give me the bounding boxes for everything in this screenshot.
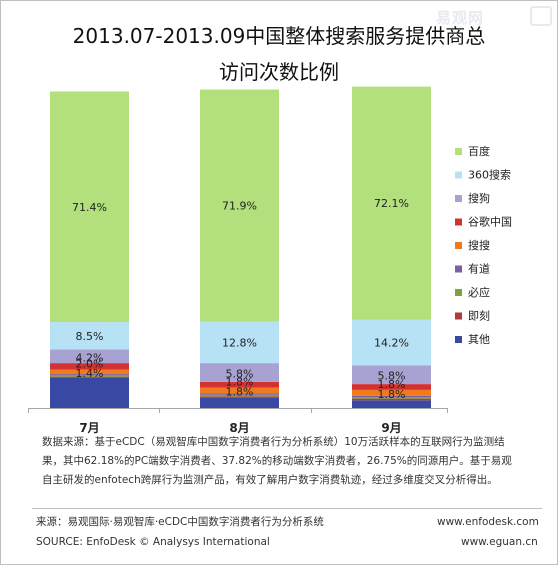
url-eguan: www.eguan.cn — [461, 536, 538, 548]
data-label-搜狗-9月: 5.8% — [378, 370, 406, 383]
bar-搜狗-7月 — [50, 349, 129, 364]
bar-即刻-7月 — [50, 376, 129, 378]
chart-title-line-2: 访问次数比例 — [219, 60, 339, 84]
legend-label-搜搜: 搜搜 — [468, 238, 490, 252]
data-label-搜搜-7月: 1.4% — [76, 367, 104, 380]
bar-百度-8月 — [200, 89, 279, 322]
legend-swatch-其他 — [455, 336, 462, 343]
data-label-百度-9月: 72.1% — [374, 197, 409, 210]
bar-360搜索-8月 — [200, 321, 279, 364]
x-tick-label-7月: 7月 — [79, 421, 99, 435]
data-label-百度-8月: 71.9% — [222, 200, 257, 213]
chart-title-line-1: 2013.07-2013.09中国整体搜索服务提供商总 — [72, 24, 486, 48]
legend-label-百度: 百度 — [468, 144, 490, 158]
legend-swatch-360搜索 — [455, 171, 462, 179]
legend-swatch-即刻 — [455, 312, 462, 320]
data-source-note: 数据来源：基于eCDC（易观智库中国数字消费者行为分析系统）10万活跃样本的互联… — [42, 433, 522, 490]
bar-即刻-9月 — [352, 398, 431, 401]
note-line-2: 果，其中62.18%的PC端数字消费者、37.82%的移动端数字消费者，26.7… — [42, 455, 512, 467]
bar-其他-7月 — [50, 377, 129, 408]
logo-icon — [530, 6, 552, 26]
bar-搜搜-8月 — [200, 387, 279, 394]
footer-divider — [32, 508, 542, 509]
watermark-logo: 易观网 — [436, 4, 552, 30]
legend-swatch-有道 — [455, 265, 462, 273]
url-enfodesk: www.enfodesk.com — [437, 516, 539, 528]
bar-谷歌中国-9月 — [352, 384, 431, 390]
legend-swatch-搜搜 — [455, 242, 462, 249]
bar-必应-9月 — [352, 397, 431, 399]
bar-谷歌中国-8月 — [200, 381, 279, 388]
watermark-text: 易观网 — [436, 9, 485, 27]
bar-必应-7月 — [50, 375, 129, 377]
bar-360搜索-7月 — [50, 322, 129, 350]
legend-label-360搜索: 360搜索 — [468, 168, 511, 182]
legend-label-有道: 有道 — [468, 262, 490, 276]
legend-label-即刻: 即刻 — [468, 309, 490, 323]
data-label-360搜索-7月: 8.5% — [76, 330, 104, 343]
bar-搜搜-7月 — [50, 369, 129, 375]
data-label-百度-7月: 71.4% — [72, 201, 107, 214]
source-cn: 来源：易观国际·易观智库·eCDC中国数字消费者行为分析系统 — [36, 516, 324, 528]
x-tick-label-8月: 8月 — [229, 421, 249, 435]
stacked-bar-chart: 7月 8月 9月 71.4% 8.5% 4.2%2.0%1.4% 71.9% 12.8% 5.8… — [28, 86, 512, 435]
data-label-360搜索-8月: 12.8% — [222, 336, 257, 349]
legend-swatch-必应 — [455, 289, 462, 296]
bar-搜狗-8月 — [200, 363, 279, 382]
legend-label-搜狗: 搜狗 — [468, 191, 490, 205]
legend-label-谷歌中国: 谷歌中国 — [468, 215, 512, 229]
legend-swatch-百度 — [455, 148, 462, 155]
bar-谷歌中国-7月 — [50, 363, 129, 370]
x-tick-label-9月: 9月 — [381, 421, 401, 435]
legend-swatch-谷歌中国 — [455, 218, 462, 226]
bar-搜搜-9月 — [352, 389, 431, 396]
note-line-3: 自主研发的enfotech跨屏行为监测产品，有效了解用户数字消费轨迹，经过多维度… — [42, 474, 498, 486]
bar-其他-9月 — [352, 400, 431, 408]
chart-title: 2013.07-2013.09中国整体搜索服务提供商总 访问次数比例 — [0, 18, 558, 90]
bar-必应-8月 — [200, 394, 279, 397]
data-label-360搜索-9月: 14.2% — [374, 336, 409, 349]
data-label-搜狗-8月: 5.8% — [226, 368, 254, 381]
data-label-搜搜-9月: 1.8% — [378, 388, 406, 401]
data-label-搜狗-7月: 4.2% — [76, 351, 104, 364]
legend-swatch-搜狗 — [455, 195, 462, 202]
data-label-谷歌中国-7月: 2.0% — [76, 357, 104, 370]
data-label-谷歌中国-8月: 1.8% — [226, 376, 254, 389]
note-line-1: 数据来源：基于eCDC（易观智库中国数字消费者行为分析系统）10万活跃样本的互联… — [42, 436, 505, 448]
bar-即刻-8月 — [200, 396, 279, 398]
bar-有道-9月 — [352, 395, 431, 398]
bar-搜狗-9月 — [352, 365, 431, 385]
bar-百度-9月 — [352, 86, 431, 320]
data-label-搜搜-8月: 1.8% — [226, 386, 254, 399]
bar-其他-8月 — [200, 397, 279, 408]
source-en: SOURCE: EnfoDesk © Analysys Internationa… — [36, 536, 270, 548]
legend-label-其他: 其他 — [468, 333, 490, 346]
bar-360搜索-9月 — [352, 319, 431, 366]
legend-label-必应: 必应 — [468, 285, 490, 299]
bar-百度-7月 — [50, 91, 129, 323]
data-label-谷歌中国-9月: 1.8% — [378, 378, 406, 391]
bar-有道-8月 — [200, 393, 279, 395]
bar-有道-7月 — [50, 374, 129, 376]
